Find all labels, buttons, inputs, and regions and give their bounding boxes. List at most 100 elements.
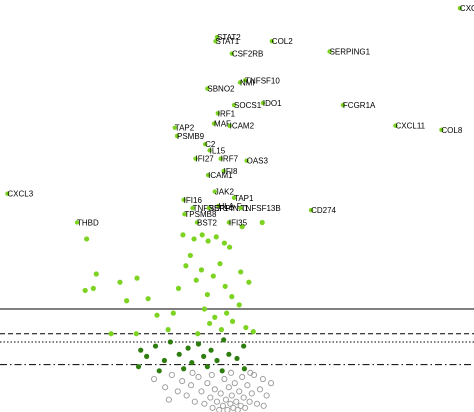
- data-point-nonsignificant: [217, 390, 224, 397]
- data-point-strong: [198, 267, 205, 273]
- gene-label: TNFRSF14: [193, 204, 234, 213]
- data-point-moderate: [161, 357, 168, 364]
- data-point-nonsignificant: [260, 402, 267, 409]
- data-points: [82, 219, 275, 412]
- data-point-nonsignificant: [198, 388, 205, 395]
- data-point-moderate: [185, 345, 191, 351]
- data-point-moderate: [152, 343, 159, 349]
- data-point-moderate: [204, 364, 210, 370]
- data-point-strong: [170, 310, 176, 316]
- gene-label: TNFSF10: [245, 76, 280, 85]
- gene-label: PSMB9: [177, 132, 205, 141]
- data-point-moderate: [189, 359, 195, 366]
- data-point-nonsignificant: [268, 380, 275, 387]
- data-point-strong: [218, 327, 225, 333]
- data-point-nonsignificant: [211, 386, 218, 393]
- gene-label: ICAM2: [230, 122, 255, 131]
- data-point-nonsignificant: [242, 404, 249, 411]
- labeled-point: [174, 133, 180, 139]
- data-point-nonsignificant: [240, 394, 247, 401]
- data-point-nonsignificant: [224, 406, 231, 412]
- gene-label: SERPINA1: [209, 204, 249, 213]
- data-point-nonsignificant: [168, 371, 175, 378]
- gene-label: IL15: [210, 146, 226, 155]
- data-point-nonsignificant: [162, 384, 169, 391]
- data-point-strong: [108, 331, 114, 337]
- data-point-strong: [145, 296, 151, 302]
- data-point-nonsignificant: [188, 382, 195, 389]
- data-point-nonsignificant: [183, 392, 190, 399]
- labeled-point: [260, 100, 266, 106]
- labeled-point: [244, 158, 249, 163]
- gene-label: STAT1: [216, 37, 240, 46]
- data-point-strong: [259, 219, 265, 226]
- data-point-nonsignificant: [207, 394, 214, 401]
- gene-label: CXCL9: [460, 4, 474, 13]
- labeled-point: [327, 49, 332, 54]
- labeled-point: [227, 123, 232, 128]
- data-point-nonsignificant: [191, 398, 198, 405]
- data-point-moderate: [241, 343, 247, 349]
- labeled-point: [340, 102, 346, 108]
- data-point-nonsignificant: [222, 396, 229, 403]
- data-point-nonsignificant: [253, 400, 261, 407]
- labeled-point: [229, 51, 235, 56]
- labeled-point: [231, 102, 237, 108]
- data-point-nonsignificant: [228, 369, 235, 376]
- gene-label: SERPING1: [330, 48, 371, 57]
- data-point-strong: [238, 269, 244, 275]
- gene-label: COL2: [272, 37, 293, 46]
- data-point-moderate: [241, 366, 248, 372]
- data-point-strong: [210, 273, 216, 279]
- labeled-point: [207, 148, 212, 153]
- labeled-point: [211, 121, 217, 126]
- gene-label: COL8: [441, 126, 462, 135]
- data-point-strong: [90, 285, 96, 291]
- data-point-strong: [229, 318, 236, 324]
- gene-label: MAF: [214, 120, 231, 129]
- labeled-point: [215, 111, 220, 116]
- labeled-point: [172, 125, 177, 130]
- data-point-strong: [175, 285, 182, 291]
- data-point-nonsignificant: [247, 369, 254, 376]
- gene-label: TAP2: [175, 124, 195, 133]
- labeled-point: [190, 205, 195, 211]
- data-point-strong: [180, 232, 186, 238]
- threshold-lines: [0, 308, 474, 366]
- data-point-strong: [187, 252, 193, 259]
- data-point-strong: [191, 236, 197, 242]
- data-point-nonsignificant: [256, 386, 264, 393]
- data-point-moderate: [234, 355, 240, 362]
- labeled-point: [231, 195, 237, 200]
- data-point-moderate: [167, 339, 173, 345]
- data-point-nonsignificant: [234, 406, 241, 412]
- data-point-moderate: [135, 364, 142, 370]
- data-point-nonsignificant: [150, 375, 158, 383]
- data-point-strong: [165, 327, 171, 333]
- data-point-nonsignificant: [239, 373, 246, 381]
- data-point-strong: [117, 279, 123, 285]
- gene-label: IFI16: [184, 196, 203, 205]
- data-point-strong: [217, 261, 223, 267]
- labeled-point: [205, 172, 211, 178]
- data-point-strong: [239, 224, 245, 230]
- data-point-strong: [82, 287, 88, 294]
- gene-label: IFI35: [229, 218, 248, 227]
- data-point-nonsignificant: [221, 375, 228, 383]
- gene-label: HLA-F: [218, 202, 241, 211]
- data-point-nonsignificant: [231, 380, 238, 387]
- data-point-strong: [134, 275, 140, 281]
- data-point-strong: [250, 329, 256, 335]
- gene-label: NMI: [240, 78, 255, 87]
- gene-label: CSF2RB: [232, 50, 264, 59]
- labeled-point: [74, 220, 80, 225]
- data-point-strong: [212, 314, 218, 320]
- data-point-strong: [213, 234, 219, 240]
- data-point-moderate: [219, 368, 225, 374]
- labeled-point: [212, 189, 217, 194]
- data-point-strong: [205, 238, 211, 244]
- data-point-nonsignificant: [209, 404, 216, 411]
- gene-label: ICAM1: [208, 171, 233, 180]
- data-point-nonsignificant: [236, 388, 243, 395]
- gene-label: CXCL11: [395, 122, 425, 131]
